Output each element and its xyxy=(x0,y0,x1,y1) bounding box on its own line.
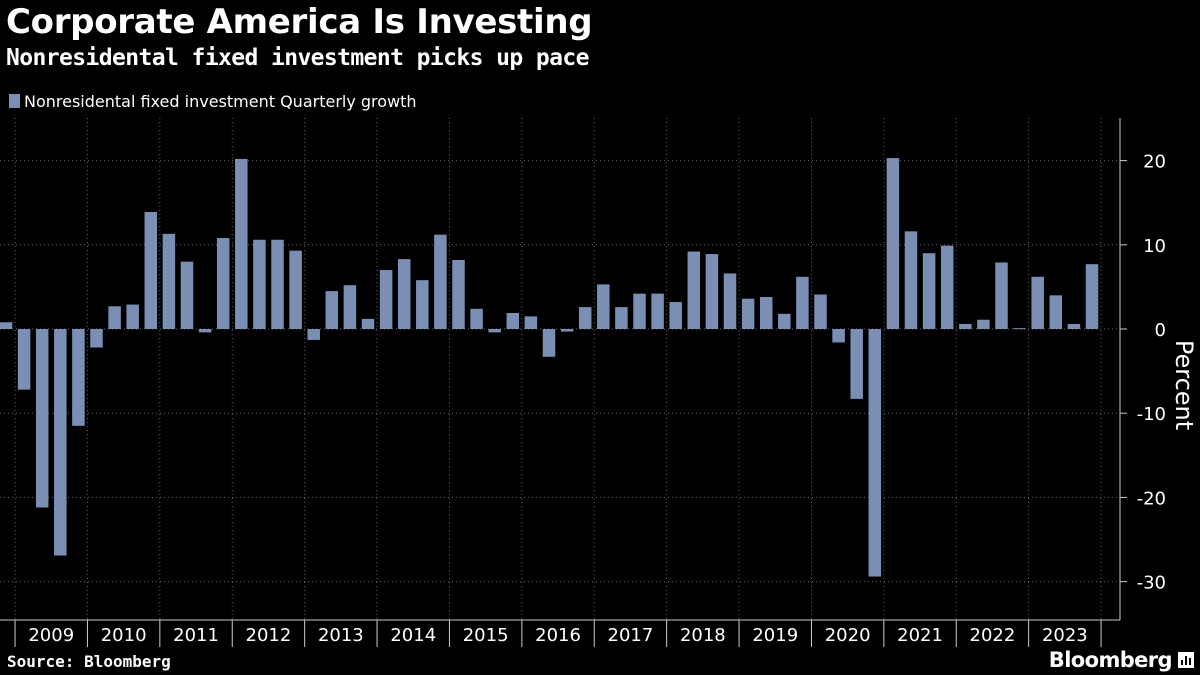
bar xyxy=(379,270,393,329)
bar xyxy=(325,291,339,329)
bar xyxy=(868,329,882,577)
brand-name: Bloomberg xyxy=(1048,648,1173,672)
legend-swatch xyxy=(9,94,20,108)
bar xyxy=(542,329,556,357)
bar xyxy=(198,329,212,333)
bar xyxy=(1031,276,1044,329)
bar xyxy=(832,329,845,343)
x-tick-label: 2023 xyxy=(1042,625,1088,646)
bar xyxy=(904,231,918,329)
x-tick-label: 2022 xyxy=(970,625,1016,646)
bar xyxy=(1085,264,1099,329)
bar xyxy=(669,302,682,329)
bar xyxy=(54,329,67,556)
y-tick-label: 20 xyxy=(1143,152,1166,173)
bar xyxy=(361,318,375,329)
bar xyxy=(397,259,411,329)
bar xyxy=(235,158,248,329)
bar xyxy=(796,276,809,329)
bar xyxy=(615,307,628,329)
bar xyxy=(560,329,574,332)
bar xyxy=(940,245,954,329)
bar xyxy=(434,234,447,329)
bar xyxy=(741,298,755,329)
bar xyxy=(886,158,900,329)
bar xyxy=(995,262,1008,329)
bar xyxy=(578,307,592,329)
bar xyxy=(72,329,85,426)
bar xyxy=(778,313,791,329)
bar xyxy=(470,308,483,329)
y-tick-label: 0 xyxy=(1155,320,1166,341)
bar xyxy=(705,254,719,329)
y-tick-label: -20 xyxy=(1137,488,1166,509)
x-tick-label: 2019 xyxy=(752,625,798,646)
bar xyxy=(452,259,465,329)
bar xyxy=(0,322,13,329)
bar xyxy=(126,304,139,329)
bar xyxy=(162,233,176,329)
bar xyxy=(488,329,501,333)
x-tick-label: 2015 xyxy=(463,625,509,646)
bar xyxy=(271,239,284,329)
x-tick-label: 2012 xyxy=(246,625,292,646)
y-tick-label: -10 xyxy=(1137,404,1166,425)
bar xyxy=(180,261,194,329)
bar xyxy=(1049,295,1063,329)
bar xyxy=(597,284,610,329)
chart-subtitle: Nonresidental fixed investment picks up … xyxy=(6,45,589,71)
bar xyxy=(416,280,429,329)
bar xyxy=(144,211,158,329)
chart-title: Corporate America Is Investing xyxy=(6,2,593,42)
bar xyxy=(289,250,302,329)
bar xyxy=(108,306,121,329)
y-tick-label: -30 xyxy=(1137,573,1166,594)
bar xyxy=(759,297,773,329)
bar xyxy=(524,316,538,329)
bar xyxy=(90,329,103,348)
bar xyxy=(506,313,520,329)
y-tick-label: 10 xyxy=(1143,236,1166,257)
x-tick-label: 2010 xyxy=(101,625,147,646)
bar xyxy=(814,294,827,329)
x-tick-label: 2017 xyxy=(608,625,654,646)
x-tick-label: 2018 xyxy=(680,625,726,646)
bar xyxy=(343,285,357,329)
bar xyxy=(651,293,664,329)
brand-logo: Bloomberg xyxy=(1049,648,1194,672)
bar xyxy=(216,238,230,329)
x-tick-label: 2014 xyxy=(390,625,436,646)
bar xyxy=(1013,328,1026,330)
x-tick-label: 2011 xyxy=(173,625,219,646)
bar xyxy=(959,323,972,329)
x-tick-label: 2009 xyxy=(28,625,74,646)
bar xyxy=(922,253,936,329)
legend-label: Nonresidental fixed investment Quarterly… xyxy=(24,91,417,111)
x-tick-label: 2013 xyxy=(318,625,364,646)
bar xyxy=(850,329,863,399)
x-tick-label: 2020 xyxy=(825,625,871,646)
x-tick-label: 2016 xyxy=(535,625,581,646)
source-note: Source: Bloomberg xyxy=(7,652,171,671)
bar xyxy=(1067,323,1081,329)
y-axis-title: Percent xyxy=(1170,340,1198,430)
bar xyxy=(17,329,31,390)
bar xyxy=(633,293,646,329)
bar xyxy=(307,329,320,340)
legend: Nonresidental fixed investment Quarterly… xyxy=(9,91,417,111)
bar xyxy=(723,273,737,329)
bar xyxy=(687,251,701,329)
bloomberg-chart-icon xyxy=(1178,652,1194,668)
bar xyxy=(35,329,49,508)
x-tick-label: 2021 xyxy=(897,625,943,646)
bar xyxy=(977,319,990,329)
bar xyxy=(253,239,266,329)
